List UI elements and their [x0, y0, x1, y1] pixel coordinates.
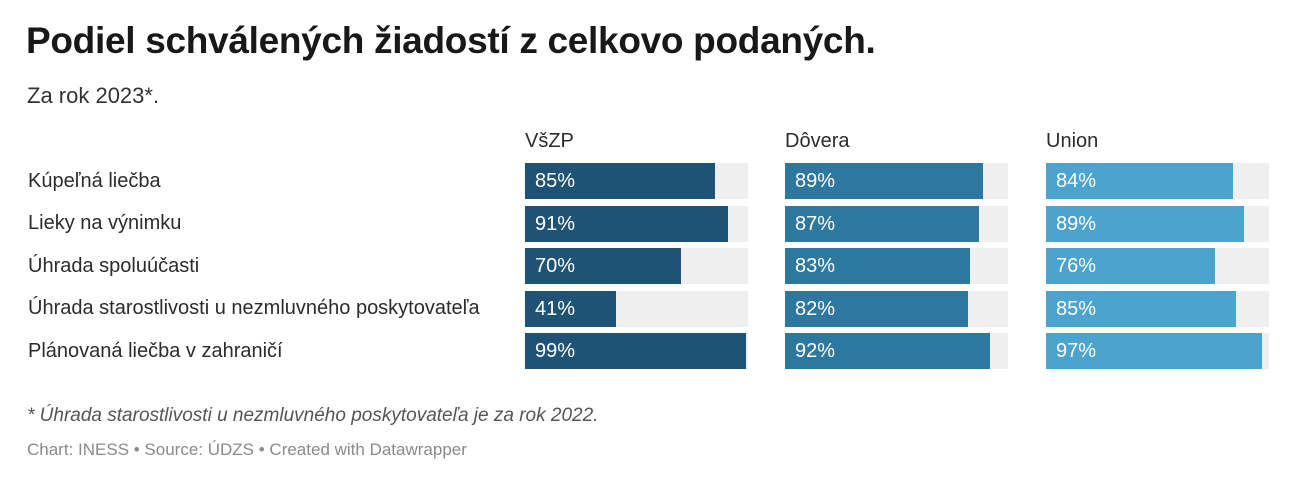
- category-label: Kúpeľná liečba: [28, 170, 161, 192]
- chart-title: Podiel schválených žiadostí z celkovo po…: [26, 20, 876, 61]
- chart-subtitle: Za rok 2023*.: [27, 83, 160, 108]
- bar-track: 89%: [1046, 206, 1269, 242]
- category-label: Úhrada spoluúčasti: [28, 255, 200, 277]
- bar: 91%: [525, 206, 728, 242]
- category-label: Úhrada starostlivosti u nezmluvného posk…: [28, 297, 480, 319]
- bar-track: 92%: [785, 333, 1008, 369]
- bar: 83%: [785, 248, 970, 284]
- bar-track: 97%: [1046, 333, 1269, 369]
- bar-value-label: 70%: [535, 255, 576, 277]
- bar-value-label: 82%: [795, 298, 836, 320]
- bar-value-label: 83%: [795, 255, 836, 277]
- chart-credits: Chart: INESS • Source: ÚDZS • Created wi…: [27, 440, 467, 459]
- bar-track: 87%: [785, 206, 1008, 242]
- bar: 97%: [1046, 333, 1262, 369]
- bar-track: 85%: [1046, 291, 1269, 327]
- bar: 84%: [1046, 163, 1233, 199]
- bar: 87%: [785, 206, 979, 242]
- category-label: Lieky na výnimku: [28, 212, 182, 234]
- bar-value-label: 89%: [1056, 213, 1097, 235]
- bar-track: 70%: [525, 248, 748, 284]
- bar: 76%: [1046, 248, 1215, 284]
- bar-track: 83%: [785, 248, 1008, 284]
- bar: 92%: [785, 333, 990, 369]
- bar-value-label: 89%: [795, 170, 836, 192]
- bar-value-label: 84%: [1056, 170, 1097, 192]
- bar-value-label: 97%: [1056, 340, 1097, 362]
- bar-value-label: 92%: [795, 340, 836, 362]
- bar-value-label: 41%: [535, 298, 576, 320]
- bar-value-label: 87%: [795, 213, 836, 235]
- bar: 82%: [785, 291, 968, 327]
- bar: 85%: [525, 163, 715, 199]
- bar: 85%: [1046, 291, 1236, 327]
- bar: 99%: [525, 333, 746, 369]
- bar-value-label: 85%: [1056, 298, 1097, 320]
- series-header: Union: [1046, 130, 1099, 152]
- bar-value-label: 99%: [535, 340, 576, 362]
- bar-track: 91%: [525, 206, 748, 242]
- bar-value-label: 76%: [1056, 255, 1097, 277]
- bar-track: 89%: [785, 163, 1008, 199]
- bar: 70%: [525, 248, 681, 284]
- bar-value-label: 91%: [535, 213, 576, 235]
- category-label: Plánovaná liečba v zahraničí: [28, 340, 283, 362]
- footnote: * Úhrada starostlivosti u nezmluvného po…: [27, 405, 599, 426]
- bar-track: 85%: [525, 163, 748, 199]
- bar-track: 99%: [525, 333, 748, 369]
- bar: 41%: [525, 291, 616, 327]
- bar: 89%: [1046, 206, 1244, 242]
- bar-track: 76%: [1046, 248, 1269, 284]
- bar-track: 82%: [785, 291, 1008, 327]
- bar-value-label: 85%: [535, 170, 576, 192]
- bar-track: 41%: [525, 291, 748, 327]
- series-header: Dôvera: [785, 130, 850, 152]
- series-header: VšZP: [525, 130, 574, 152]
- bar-track: 84%: [1046, 163, 1269, 199]
- bar: 89%: [785, 163, 983, 199]
